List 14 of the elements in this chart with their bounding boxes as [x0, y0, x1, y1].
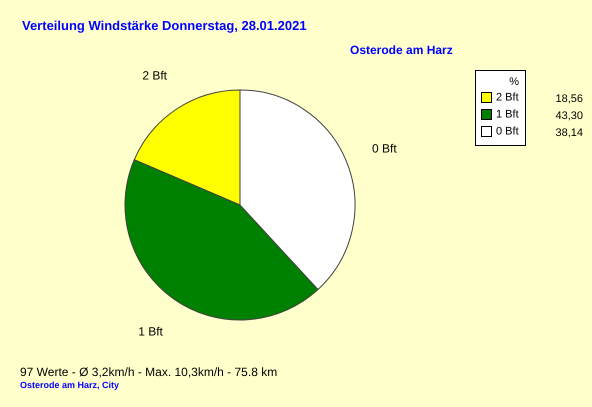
chart-title: Verteilung Windstärke Donnerstag, 28.01.2021	[22, 18, 307, 33]
legend-label: 2 Bft	[496, 92, 519, 104]
slice-label: 1 Bft	[138, 324, 164, 339]
legend-label: 0 Bft	[496, 126, 519, 138]
text: Osterode am Harz, City	[20, 380, 120, 390]
text: 97 Werte - Ø 3,2km/h - Max. 10,3km/h - 75.8 km	[20, 365, 278, 379]
data-label: 38,14	[555, 127, 583, 139]
legend-label: 1 Bft	[496, 108, 519, 120]
slice-label: 0 Bft	[372, 142, 398, 156]
data-label: 43,30	[555, 110, 583, 122]
chart-subtitle: Osterode am Harz	[350, 43, 453, 57]
legend-title: %	[509, 76, 520, 88]
data-label: 18,56	[555, 93, 583, 105]
slice-label: 2 Bft	[142, 68, 168, 83]
